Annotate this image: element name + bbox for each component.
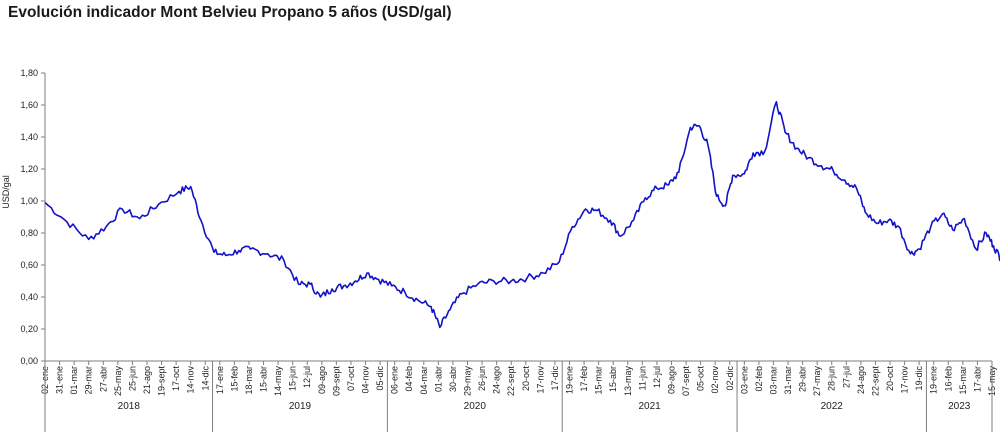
x-tick-label: 28-jun [827, 366, 837, 391]
x-tick-label: 03-mar [768, 366, 778, 395]
x-tick-label: 14-nov [186, 366, 196, 394]
x-tick-label: 05-oct [696, 366, 706, 392]
y-tick-label: 1,40 [20, 132, 38, 142]
y-tick-label: 1,60 [20, 100, 38, 110]
x-tick-label: 27-abr [98, 366, 108, 392]
x-tick-label: 15-feb [229, 366, 239, 392]
x-tick-label: 03-ene [739, 366, 749, 394]
x-tick-label: 19-sept [157, 366, 167, 397]
x-tick-label: 27-jul [841, 366, 851, 388]
y-tick-label: 1,00 [20, 196, 38, 206]
y-tick-label: 0,60 [20, 260, 38, 270]
year-label: 2018 [118, 401, 141, 412]
x-tick-label: 12-jul [302, 366, 312, 388]
x-tick-label: 07-oct [346, 366, 356, 392]
y-tick-label: 0,00 [20, 356, 38, 366]
x-tick-label: 16-feb [943, 366, 953, 392]
x-tick-label: 14-dic [200, 366, 210, 391]
x-axis: 02-ene 31-ene 01-mar 29-mar 27-abr 25-may 25-j… [40, 360, 997, 397]
y-axis-label: USD/gal [1, 175, 11, 209]
x-tick-label: 26-jun [477, 366, 487, 391]
x-tick-label: 20-oct [521, 366, 531, 392]
year-label: 2020 [464, 401, 487, 412]
x-tick-label: 14-may [273, 366, 283, 397]
x-tick-label: 21-ago [142, 366, 152, 394]
x-tick-label: 25-may [113, 366, 123, 397]
x-tick-label: 15-abr [259, 366, 269, 392]
year-band: 2018 2019 2020 2021 2022 2023 [44, 361, 993, 432]
x-tick-label: 22-sept [506, 366, 516, 397]
x-tick-label: 05-dic [375, 366, 385, 391]
x-tick-label: 02-dic [725, 366, 735, 391]
x-tick-label: 07-sept [681, 366, 691, 397]
x-tick-label: 29-may [463, 366, 473, 397]
x-tick-label: 27-may [812, 366, 822, 397]
x-tick-label: 17-nov [900, 366, 910, 394]
year-label: 2019 [289, 401, 312, 412]
x-tick-label: 19-ene [929, 366, 939, 394]
y-tick-label: 0,20 [20, 324, 38, 334]
x-tick-label: 15-jun [288, 366, 298, 391]
x-tick-label: 09-ago [317, 366, 327, 394]
x-tick-label: 18-mar [244, 366, 254, 395]
x-tick-label: 19-dic [914, 366, 924, 391]
x-tick-label: 17-oct [171, 366, 181, 392]
x-tick-label: 13-may [623, 366, 633, 397]
x-tick-label: 22-sept [870, 366, 880, 397]
x-tick-label: 17-dic [550, 366, 560, 391]
x-tick-label: 17-nov [535, 366, 545, 394]
x-tick-label: 02-feb [754, 366, 764, 392]
y-tick-label: 1,20 [20, 164, 38, 174]
x-tick-label: 17-feb [579, 366, 589, 392]
x-tick-label: 24-ago [856, 366, 866, 394]
x-tick-label: 12-jul [652, 366, 662, 388]
x-tick-label: 04-nov [361, 366, 371, 394]
x-tick-label: 01-abr [433, 366, 443, 392]
x-tick-label: 29-abr [798, 366, 808, 392]
x-tick-label: 02-nov [710, 366, 720, 394]
year-label: 2023 [948, 401, 971, 412]
series-line [44, 101, 1000, 329]
x-tick-label: 09-sept [331, 366, 341, 397]
x-tick-label: 04-mar [419, 366, 429, 395]
x-tick-label: 17-ene [215, 366, 225, 394]
y-axis: 0,00 0,20 0,40 0,60 0,80 1,00 1,20 1,40 1,60 1,80… [1, 68, 46, 366]
x-tick-label: 04-feb [404, 366, 414, 392]
y-tick-label: 1,80 [20, 68, 38, 78]
year-label: 2021 [638, 401, 661, 412]
x-tick-label: 29-mar [84, 366, 94, 395]
x-tick-label: 01-mar [69, 366, 79, 395]
y-tick-label: 0,40 [20, 292, 38, 302]
x-tick-label: 06-ene [390, 366, 400, 394]
plot-area [44, 101, 1000, 329]
x-tick-label: 24-ago [492, 366, 502, 394]
x-tick-label: 15-abr [608, 366, 618, 392]
year-label: 2022 [821, 401, 844, 412]
x-tick-label: 15-mar [958, 366, 968, 395]
x-tick-label: 31-mar [783, 366, 793, 395]
x-tick-label: 30-abr [448, 366, 458, 392]
x-tick-label: 20-oct [885, 366, 895, 392]
x-tick-label: 15-mar [594, 366, 604, 395]
x-tick-label: 11-jun [637, 366, 647, 390]
x-tick-label: 09-ago [666, 366, 676, 394]
y-tick-label: 0,80 [20, 228, 38, 238]
x-tick-label: 17-abr [972, 366, 982, 392]
x-tick-label: 19-ene [564, 366, 574, 394]
x-tick-label: 25-jun [127, 366, 137, 391]
chart-title: Evolución indicador Mont Belvieu Propano… [8, 4, 452, 21]
x-tick-label: 31-ene [55, 366, 65, 394]
